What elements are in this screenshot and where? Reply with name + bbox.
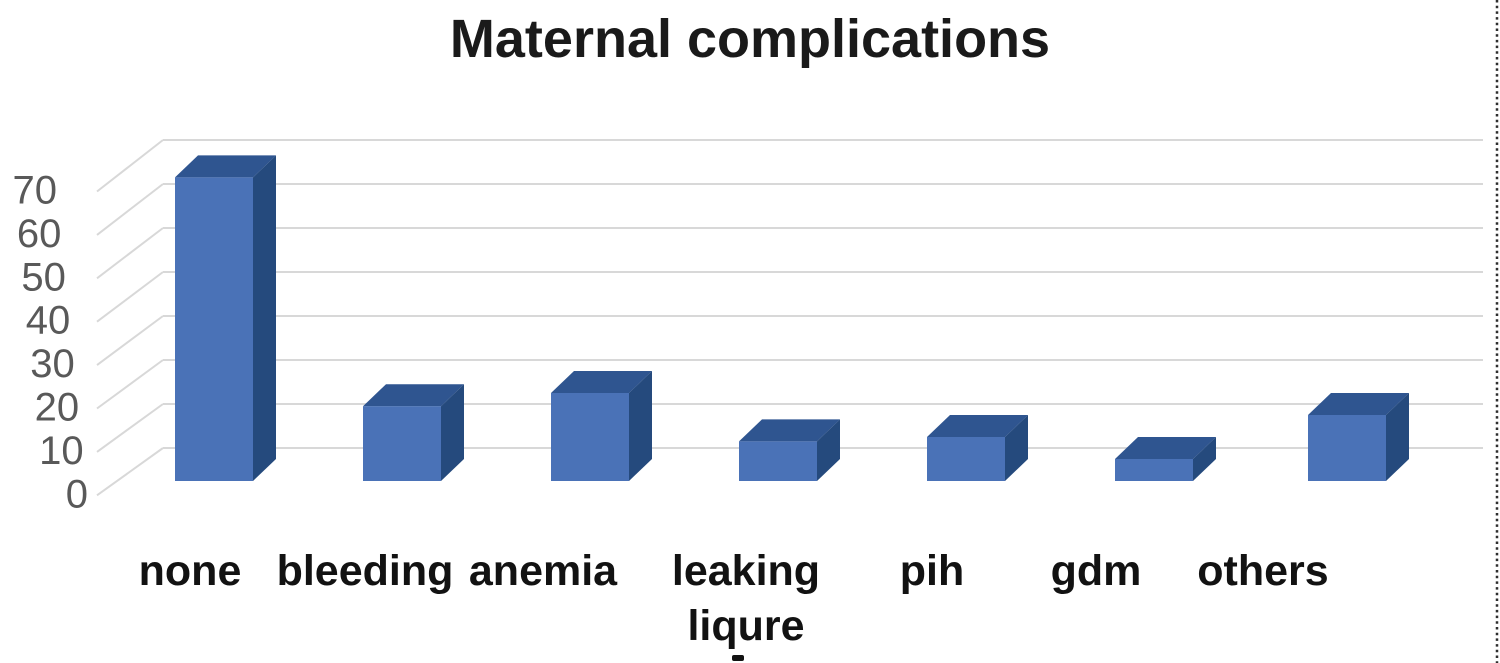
bar-side-pih bbox=[1005, 415, 1028, 481]
chart-title: Maternal complications bbox=[449, 9, 1051, 69]
gridline-diagonal-20 bbox=[96, 359, 164, 410]
bar-side-leaking-liqure bbox=[817, 419, 840, 481]
bar-none bbox=[175, 177, 253, 481]
bar-top-others bbox=[1308, 393, 1409, 415]
y-axis-label-20: 20 bbox=[35, 386, 80, 430]
y-axis-label-0: 0 bbox=[66, 472, 88, 516]
cutoff-text-fragment bbox=[732, 655, 744, 661]
bar-gdm bbox=[1115, 459, 1193, 481]
bar-top-leaking-liqure bbox=[739, 419, 840, 442]
y-axis-label-40: 40 bbox=[26, 299, 71, 343]
x-axis-label-none: none bbox=[139, 547, 242, 595]
bar-side-gdm bbox=[1193, 437, 1216, 481]
bar-side-none bbox=[253, 155, 276, 481]
y-axis-label-30: 30 bbox=[30, 342, 75, 386]
x-axis-label-leaking-liqure: leaking bbox=[672, 547, 820, 595]
bar-side-anemia bbox=[629, 371, 652, 481]
gridline-diagonal-0 bbox=[96, 447, 164, 497]
x-axis-label-leaking-liqure-line2: liqure bbox=[687, 602, 804, 650]
x-axis-label-anemia: anemia bbox=[469, 547, 618, 595]
bar-top-anemia bbox=[551, 371, 652, 393]
bar-top-pih bbox=[927, 415, 1028, 437]
bar-others bbox=[1308, 415, 1386, 481]
bar-side-others bbox=[1386, 393, 1409, 481]
bar-bleeding bbox=[363, 406, 441, 481]
y-axis-label-50: 50 bbox=[21, 255, 66, 299]
bar-leaking-liqure bbox=[739, 441, 817, 481]
y-axis-label-10: 10 bbox=[39, 429, 84, 473]
gridline-diagonal-70 bbox=[96, 139, 164, 193]
bar-pih bbox=[927, 437, 1005, 481]
x-axis-label-bleeding: bleeding bbox=[277, 547, 454, 595]
x-axis-label-gdm: gdm bbox=[1051, 547, 1142, 595]
x-axis-label-others: others bbox=[1197, 547, 1328, 595]
y-axis-label-70: 70 bbox=[13, 169, 58, 213]
bar-top-none bbox=[175, 155, 276, 178]
gridline-diagonal-30 bbox=[96, 315, 164, 366]
bar-anemia bbox=[551, 393, 629, 481]
bar-top-bleeding bbox=[363, 384, 464, 407]
gridline-diagonal-60 bbox=[96, 183, 164, 236]
gridline-diagonal-10 bbox=[96, 403, 164, 453]
x-axis-label-pih: pih bbox=[900, 547, 964, 595]
bar-side-bleeding bbox=[441, 384, 464, 481]
gridline-diagonal-50 bbox=[96, 227, 164, 280]
gridline-diagonal-40 bbox=[96, 271, 164, 323]
bar-top-gdm bbox=[1115, 437, 1216, 459]
y-axis-label-60: 60 bbox=[17, 212, 62, 256]
